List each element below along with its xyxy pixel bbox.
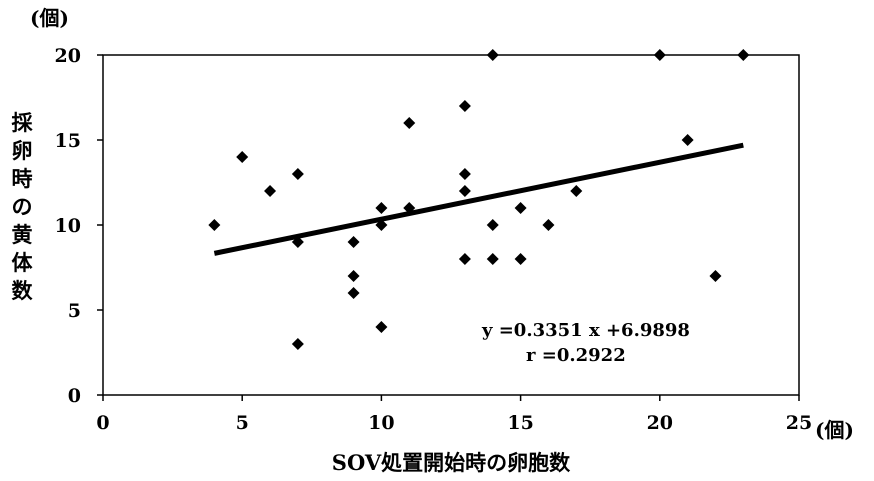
y-tick-label: 15 [55, 130, 81, 152]
data-point [458, 253, 471, 265]
equation-annotation: y =0.3351 x +6.9898 [481, 320, 690, 341]
data-points [208, 49, 750, 350]
data-point [264, 185, 277, 197]
data-point [514, 253, 527, 265]
x-axis-unit: (個) [815, 418, 854, 442]
data-point [236, 151, 249, 163]
trendline-group [213, 142, 744, 256]
data-point [291, 236, 304, 248]
y-axis-ticks: 0 5 10 15 20 [55, 45, 103, 407]
r-value-annotation: r =0.2922 [526, 345, 626, 366]
y-axis-unit: (個) [30, 6, 69, 30]
x-axis-ticks: 0 5 10 15 20 25 [96, 395, 812, 434]
data-point [570, 185, 583, 197]
data-point [375, 202, 388, 214]
y-axis-label: 採卵時の黄体数 [12, 110, 34, 303]
x-tick-label: 15 [507, 412, 533, 434]
data-point [681, 134, 694, 146]
x-tick-label: 20 [647, 412, 673, 434]
data-point [347, 236, 360, 248]
data-point [486, 253, 499, 265]
data-point [208, 219, 221, 231]
data-point [542, 219, 555, 231]
x-tick-label: 10 [368, 412, 394, 434]
data-point [347, 270, 360, 282]
x-tick-label: 25 [786, 412, 812, 434]
data-point [458, 168, 471, 180]
y-tick-label: 5 [68, 300, 81, 322]
data-point [653, 49, 666, 61]
data-point [403, 117, 416, 129]
data-point [709, 270, 722, 282]
x-tick-label: 0 [96, 412, 109, 434]
data-point [514, 202, 527, 214]
data-point [291, 168, 304, 180]
x-axis-label: SOV処置開始時の卵胞数 [332, 450, 571, 475]
data-point [486, 219, 499, 231]
data-point [403, 202, 416, 214]
data-point [458, 100, 471, 112]
data-point [486, 49, 499, 61]
data-point [458, 185, 471, 197]
data-point [291, 338, 304, 350]
trendline [213, 142, 744, 256]
data-point [737, 49, 750, 61]
data-point [375, 321, 388, 333]
data-point [347, 287, 360, 299]
data-point [375, 219, 388, 231]
y-tick-label: 20 [55, 45, 81, 67]
x-tick-label: 5 [236, 412, 249, 434]
y-tick-label: 10 [55, 215, 81, 237]
plot-area [102, 54, 800, 396]
y-tick-label: 0 [68, 385, 81, 407]
